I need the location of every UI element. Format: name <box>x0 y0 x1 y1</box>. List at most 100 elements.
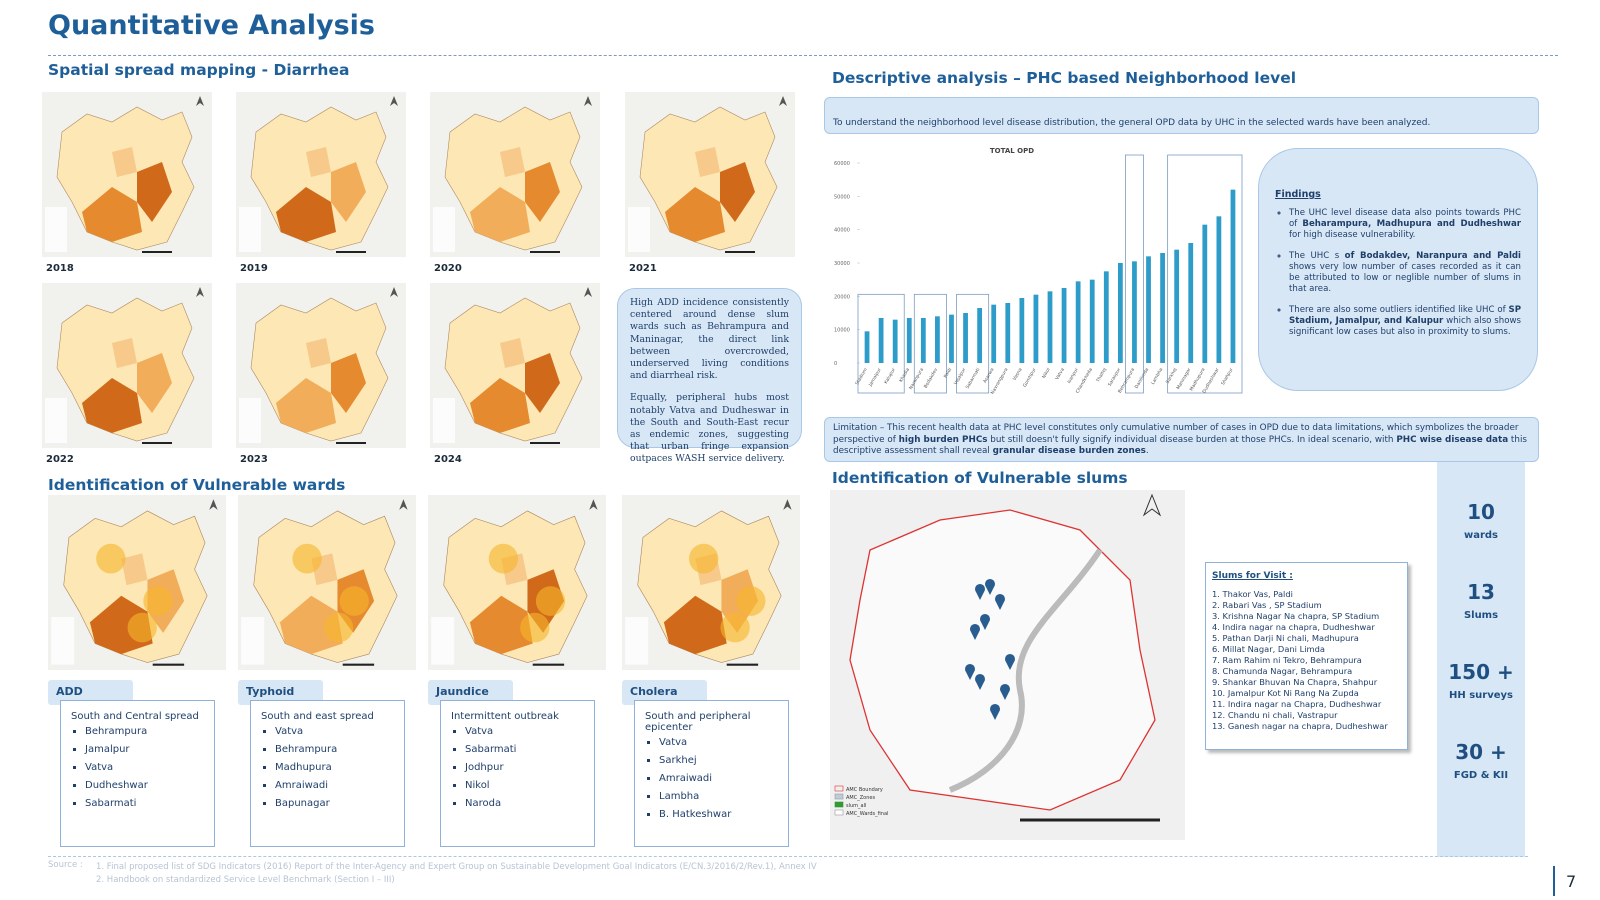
zone <box>663 595 727 655</box>
bar <box>949 314 954 363</box>
disease-list: Vatva Sabarmati Jodhpur Nikol Naroda <box>451 726 584 809</box>
section-title: Descriptive analysis – PHC based Neighbo… <box>832 69 1297 87</box>
disease-list: Behrampura Jamalpur Vatva Dudheshwar Sabarma… <box>71 726 204 809</box>
slum-list-title: Slums for Visit : <box>1212 571 1293 581</box>
limitation-text: PHC wise disease data <box>1396 434 1509 445</box>
x-tick-label: Stadium <box>854 367 869 386</box>
hotspot <box>323 612 354 643</box>
stat: 150 + HH surveys <box>1437 660 1525 701</box>
y-tick-label: 60000 <box>834 161 850 167</box>
y-tick-label: 40000 <box>834 228 850 234</box>
bar <box>1230 189 1236 363</box>
disease-box: South and peripheral epicenter Vatva Sarkh… <box>634 700 789 847</box>
bar <box>935 316 940 363</box>
stat: 13 Slums <box>1437 580 1525 621</box>
pin <box>975 674 985 690</box>
finding-text: of Bodakdev, Naranpura and Paldi <box>1344 251 1521 261</box>
slum-map: AMC Boundary AMC_Zones slum_all AMC_Wards_f… <box>830 490 1185 840</box>
bar-chart: TOTAL OPD 0 10000 20000 30000 40000 50000 60000… <box>834 147 1243 395</box>
hotspot <box>736 586 766 616</box>
year-label: 2019 <box>240 263 268 274</box>
legend-label: AMC_Zones <box>846 795 875 801</box>
x-tick-label: Vejalpur <box>953 367 967 386</box>
x-tick-label: Jamalpur <box>867 367 883 388</box>
stat-value: 150 + <box>1448 660 1514 684</box>
y-tick-label: 50000 <box>834 194 850 200</box>
year-label: 2020 <box>434 263 462 274</box>
finding: The UHC s of Bodakdev, Naranpura and Pal… <box>1289 251 1521 295</box>
year-label: 2022 <box>46 454 74 465</box>
legend-label: AMC Boundary <box>846 787 883 793</box>
map <box>42 283 212 448</box>
x-tick-label: Saraspur <box>1107 367 1122 388</box>
x-tick-label: Vatva <box>1054 367 1066 381</box>
section-title: Spatial spread mapping - Diarrhea <box>48 61 350 79</box>
north-arrow <box>589 499 598 510</box>
source-item: 2. Handbook on standardized Service Leve… <box>96 875 395 885</box>
limitation-text: Limitation – This recent health data at … <box>833 423 1519 445</box>
legend <box>628 207 650 252</box>
x-tick-label: Gomtipur <box>1022 367 1038 388</box>
section-title: Identification of Vulnerable wards <box>48 476 346 494</box>
year-label: 2018 <box>46 263 74 274</box>
map <box>238 495 416 670</box>
slum-item: 11. Indira nagar na Chapra, Dudheshwar <box>1212 699 1382 709</box>
finding-text: shows very low number of cases recorded … <box>1289 262 1521 294</box>
zone <box>525 162 560 222</box>
legend <box>433 398 455 443</box>
disease-summary: South and Central spread <box>71 711 199 722</box>
stat-label: HH surveys <box>1449 690 1513 701</box>
highlight-box <box>1125 154 1144 394</box>
x-tick-label: Kalupur <box>883 367 897 385</box>
finding-text: SP Stadium, Jamalpur, and Kalupur <box>1289 305 1521 326</box>
zone <box>469 595 533 655</box>
bar <box>1089 279 1095 363</box>
map-legend: AMC Boundary AMC_Zones slum_all AMC_Wards_f… <box>834 785 888 817</box>
map <box>430 283 600 448</box>
zone <box>331 353 366 413</box>
limitation-text: granular disease burden zones <box>992 446 1146 456</box>
bar <box>1075 281 1081 363</box>
zone <box>470 187 530 242</box>
section-title: Identification of Vulnerable slums <box>832 469 1128 487</box>
zone <box>306 147 331 177</box>
source-item: 1. Final proposed list of SDG Indicators… <box>96 862 817 872</box>
hotspot <box>127 612 157 643</box>
stat-value: 30 + <box>1455 740 1507 764</box>
divider <box>48 55 1558 56</box>
limitation-text: but still doesn't fully signify individu… <box>987 434 1397 445</box>
slum-list-box: Slums for Visit : 1. Thakor Vas, Paldi 2.… <box>1205 562 1408 750</box>
findings-box: Findings The UHC level disease data also… <box>1258 148 1538 391</box>
zone <box>137 353 172 413</box>
zone <box>82 378 142 433</box>
zone <box>720 162 755 222</box>
y-tick-label: 30000 <box>834 261 850 267</box>
bar <box>1019 298 1025 363</box>
bar <box>1132 261 1137 363</box>
slum-item: 3. Krishna Nagar Na chapra, SP Stadium <box>1212 611 1380 621</box>
north-arrow <box>584 287 592 297</box>
north-arrow <box>196 96 204 106</box>
slum-item: 2. Rabari Vas , SP Stadium <box>1212 600 1322 610</box>
legend <box>433 207 455 252</box>
map <box>42 92 212 257</box>
north-arrow <box>399 499 408 510</box>
slum-list: 1. Thakor Vas, Paldi 2. Rabari Vas , SP S… <box>1212 589 1401 732</box>
pin <box>985 579 995 595</box>
bar <box>920 318 926 363</box>
north-arrow <box>390 287 398 297</box>
disease-box: South and east spread Vatva Behrampura Madh… <box>250 700 405 847</box>
zone <box>500 338 525 368</box>
legend <box>241 616 265 665</box>
x-tick-label: Isanpur <box>1066 367 1080 385</box>
hotspot <box>720 612 750 643</box>
title: Quantitative Analysis <box>48 10 375 41</box>
map <box>48 495 226 670</box>
year-label: 2021 <box>629 263 657 274</box>
x-tick-label: Lambha <box>1150 367 1164 386</box>
map <box>428 495 606 670</box>
stat: 10 wards <box>1437 500 1525 541</box>
chart-title: TOTAL OPD <box>990 147 1034 155</box>
north-arrow <box>1142 493 1162 517</box>
